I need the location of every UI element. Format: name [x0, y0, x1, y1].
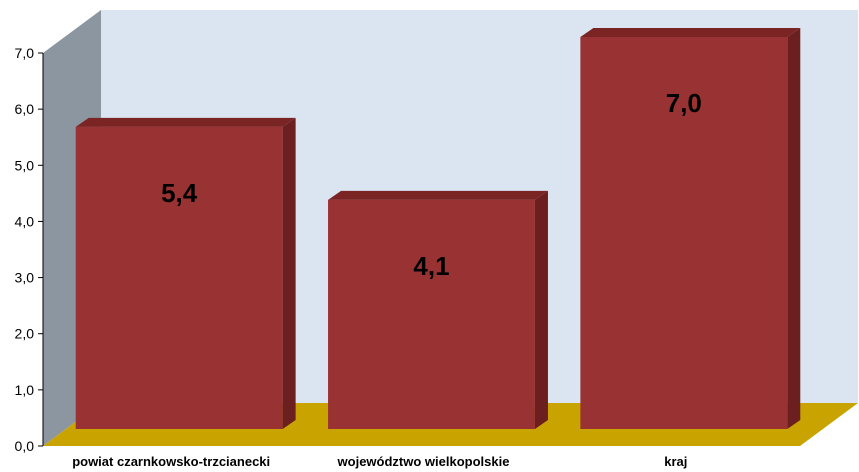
bar-side-face	[534, 190, 548, 429]
y-tick-label: 6,0	[15, 101, 35, 117]
bar-top-face	[75, 117, 296, 127]
x-category-label: województwo wielkopolskie	[337, 454, 510, 469]
y-tick-label: 3,0	[15, 270, 35, 286]
y-tick-label: 7,0	[15, 45, 35, 61]
x-axis: powiat czarnkowsko-trzcianecki województw…	[72, 454, 687, 469]
data-labels: 5,4 4,1 7,0	[161, 88, 702, 281]
bars	[75, 28, 801, 429]
y-tick-label: 2,0	[15, 326, 35, 342]
y-tick-label: 4,0	[15, 213, 35, 229]
bar-front-face	[580, 37, 788, 429]
bar-front-face	[75, 126, 283, 429]
bar	[580, 28, 801, 429]
bar	[328, 190, 548, 429]
bar-value-label: 4,1	[413, 251, 449, 281]
y-axis: 0,0 1,0 2,0 3,0 4,0 5,0 6,0 7,0	[15, 45, 44, 454]
y-tick-label: 5,0	[15, 157, 35, 173]
y-tick-label: 0,0	[15, 438, 35, 454]
x-category-label: kraj	[664, 454, 687, 469]
bar-side-face	[787, 28, 801, 429]
bar-front-face	[328, 199, 535, 429]
bar-value-label: 7,0	[666, 88, 702, 118]
bar-top-face	[580, 28, 801, 37]
y-tick-label: 1,0	[15, 382, 35, 398]
x-category-label: powiat czarnkowsko-trzcianecki	[72, 454, 270, 469]
bar-top-face	[328, 190, 548, 200]
bar	[75, 117, 296, 429]
bar-value-label: 5,4	[161, 178, 198, 208]
bar-side-face	[282, 117, 296, 429]
